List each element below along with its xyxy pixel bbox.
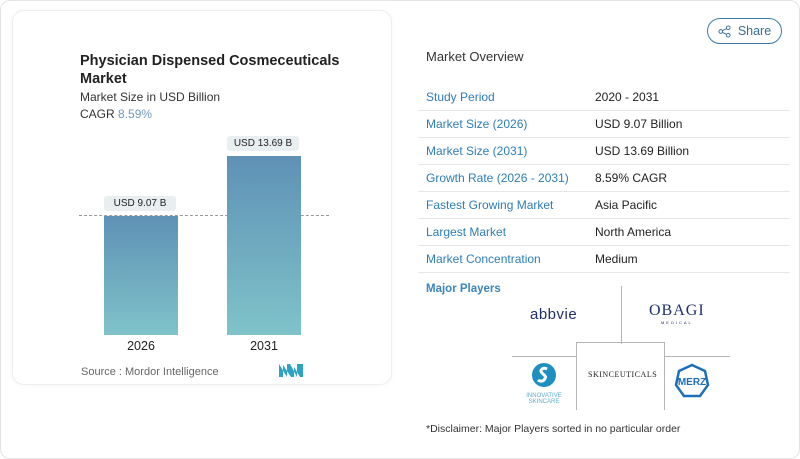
skinceuticals-logo: SKINCEUTICALS [588,370,658,379]
share-icon [718,24,731,38]
overview-row: Market Concentration Medium [418,246,790,273]
data-label: USD 9.07 B [104,196,176,212]
divider [621,286,622,344]
mordor-logo-icon [279,364,303,377]
share-button[interactable]: Share [707,18,782,44]
overview-value: Asia Pacific [595,198,658,212]
bar-2031 [227,156,301,335]
overview-label: Fastest Growing Market [426,198,554,212]
x-tick-label: 2026 [127,339,155,353]
overview-row: Largest Market North America [418,219,790,246]
x-tick-label: 2031 [250,339,278,353]
divider [664,356,730,357]
share-label: Share [737,24,772,38]
overview-label: Growth Rate (2026 - 2031) [426,171,569,185]
divider [512,356,577,357]
overview-value: 2020 - 2031 [595,90,660,104]
major-players-title: Major Players [426,283,501,295]
overview-label: Market Size (2026) [426,117,528,131]
svg-text:MERZ: MERZ [678,377,706,388]
innovative-skincare-icon [532,363,556,387]
cagr-value: 8.59% [118,107,153,121]
disclaimer: *Disclaimer: Major Players sorted in no … [426,423,681,435]
overview-value: USD 9.07 Billion [595,117,683,131]
chart-card [12,10,392,385]
data-label: USD 13.69 B [227,136,299,151]
overview-value: North America [595,225,672,239]
source-text: Source : Mordor Intelligence [81,366,219,378]
overview-row: Study Period 2020 - 2031 [418,84,790,111]
chart-title: Physician Dispensed Cosmeceuticals Marke… [80,53,340,87]
overview-label: Market Size (2031) [426,144,528,158]
abbvie-logo: abbvie [530,306,578,323]
overview-label: Study Period [426,90,495,104]
overview-row: Market Size (2026) USD 9.07 Billion [418,111,790,138]
bar-2026 [104,216,178,335]
obagi-logo: OBAGI MEDICAL [649,302,705,325]
overview-row: Market Size (2031) USD 13.69 Billion [418,138,790,165]
overview-row: Fastest Growing Market Asia Pacific [418,192,790,219]
overview-value: 8.59% CAGR [595,171,668,185]
overview-value: USD 13.69 Billion [595,144,690,158]
logo-box [576,342,665,410]
overview-title: Market Overview [426,49,524,64]
overview-label: Largest Market [426,225,507,239]
overview-row: Growth Rate (2026 - 2031) 8.59% CAGR [418,165,790,192]
cagr: CAGR 8.59% [80,107,152,121]
reference-line [79,215,329,216]
chart-subtitle: Market Size in USD Billion [80,90,221,104]
innovative-skincare-logo: INNOVATIVE SKINCARE [524,362,564,405]
overview-value: Medium [595,252,638,266]
cagr-label: CAGR [80,107,115,121]
merz-logo: MERZ [674,363,710,398]
overview-label: Market Concentration [426,252,541,266]
